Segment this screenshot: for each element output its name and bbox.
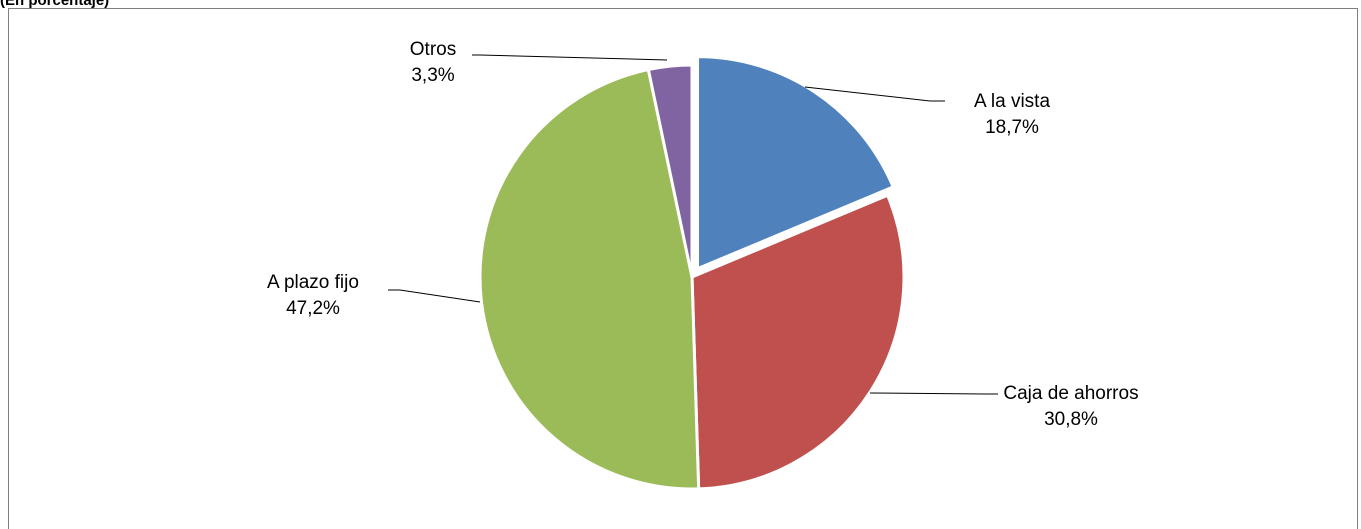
pie-slice-a-plazo-fijo xyxy=(478,68,701,491)
chart-subtitle: (En porcentaje) xyxy=(0,0,110,9)
slice-value-label: 47,2% xyxy=(286,298,340,319)
leader-line xyxy=(388,289,481,303)
slice-category-label: Caja de ahorros xyxy=(1003,383,1138,404)
leader-line xyxy=(472,54,668,61)
pie-slice-caja-de-ahorros xyxy=(690,193,906,491)
leader-line xyxy=(804,86,945,102)
chart-frame xyxy=(8,8,1358,529)
slice-category-label: A la vista xyxy=(974,91,1050,112)
slice-value-label: 3,3% xyxy=(411,65,454,86)
leader-line xyxy=(869,392,998,395)
slice-category-label: Otros xyxy=(410,39,456,60)
slice-category-label: A plazo fijo xyxy=(267,272,359,293)
pie-slice-otros xyxy=(646,63,694,279)
slice-value-label: 30,8% xyxy=(1044,409,1098,430)
slice-value-label: 18,7% xyxy=(985,117,1039,138)
pie-slice-a-la-vista xyxy=(696,55,895,271)
